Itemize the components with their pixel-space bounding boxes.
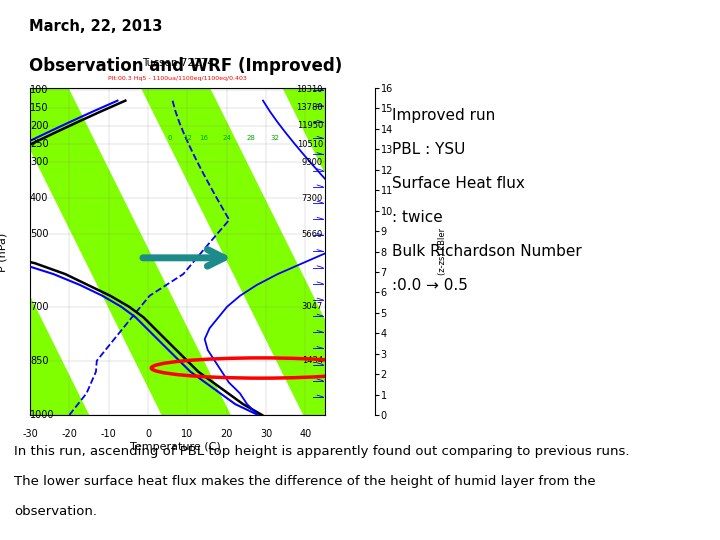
Text: 3047: 3047 — [302, 302, 323, 311]
Text: P (hPa): P (hPa) — [0, 233, 7, 272]
Text: Bulk Richardson Number: Bulk Richardson Number — [392, 244, 582, 259]
Polygon shape — [0, 88, 161, 415]
Text: 300: 300 — [30, 157, 48, 167]
Polygon shape — [211, 88, 444, 415]
Polygon shape — [353, 88, 585, 415]
Text: :0.0 → 0.5: :0.0 → 0.5 — [392, 278, 468, 293]
Text: 5660: 5660 — [302, 230, 323, 239]
Text: 18310: 18310 — [297, 85, 323, 94]
Text: 0: 0 — [145, 429, 151, 440]
Polygon shape — [0, 88, 19, 415]
Text: 0: 0 — [168, 136, 172, 141]
Text: -10: -10 — [101, 429, 117, 440]
Text: 16: 16 — [199, 136, 208, 141]
Text: -20: -20 — [61, 429, 77, 440]
Polygon shape — [636, 88, 720, 415]
Text: 7300: 7300 — [302, 194, 323, 202]
Text: 200: 200 — [30, 121, 48, 131]
Text: March, 22, 2013: March, 22, 2013 — [29, 19, 162, 34]
Text: 1000: 1000 — [30, 410, 55, 420]
Text: Plt:00.3 Hq5 - 1100ua/1100eq/1100eq/0.403: Plt:00.3 Hq5 - 1100ua/1100eq/1100eq/0.40… — [108, 77, 247, 82]
Text: 400: 400 — [30, 193, 48, 203]
Text: -30: -30 — [22, 429, 38, 440]
Text: The lower surface heat flux makes the difference of the height of humid layer fr: The lower surface heat flux makes the di… — [14, 475, 596, 488]
Text: Improved run: Improved run — [392, 108, 495, 123]
Text: PBL : YSU: PBL : YSU — [392, 142, 466, 157]
Text: Tucson 72274: Tucson 72274 — [142, 58, 213, 69]
Polygon shape — [494, 88, 720, 415]
Text: : twice: : twice — [392, 210, 443, 225]
Text: 100: 100 — [30, 85, 48, 95]
Text: In this run, ascending of PBL top height is apparently found out comparing to pr: In this run, ascending of PBL top height… — [14, 446, 630, 458]
Text: 10: 10 — [181, 429, 194, 440]
Text: 40: 40 — [300, 429, 312, 440]
Text: 24: 24 — [222, 136, 232, 141]
Text: observation.: observation. — [14, 505, 97, 518]
Text: 9300: 9300 — [302, 158, 323, 166]
Polygon shape — [69, 88, 302, 415]
Text: 700: 700 — [30, 302, 48, 312]
Text: 11950: 11950 — [297, 122, 323, 131]
Text: 20: 20 — [220, 429, 233, 440]
Text: 250: 250 — [30, 139, 49, 149]
Text: Surface Heat flux: Surface Heat flux — [392, 176, 526, 191]
Text: Temperature (C): Temperature (C) — [130, 442, 221, 452]
Text: 30: 30 — [260, 429, 272, 440]
Text: 850: 850 — [30, 356, 48, 366]
Text: (z-zs) kBler: (z-zs) kBler — [438, 228, 447, 275]
Text: 150: 150 — [30, 103, 48, 113]
Text: 12: 12 — [184, 136, 192, 141]
Text: 10510: 10510 — [297, 139, 323, 148]
Text: 28: 28 — [246, 136, 255, 141]
Text: 500: 500 — [30, 230, 48, 239]
Text: Observation and WRF (Improved): Observation and WRF (Improved) — [29, 57, 342, 75]
Text: 13780: 13780 — [297, 103, 323, 112]
Text: 32: 32 — [270, 136, 279, 141]
Text: 1434: 1434 — [302, 356, 323, 365]
